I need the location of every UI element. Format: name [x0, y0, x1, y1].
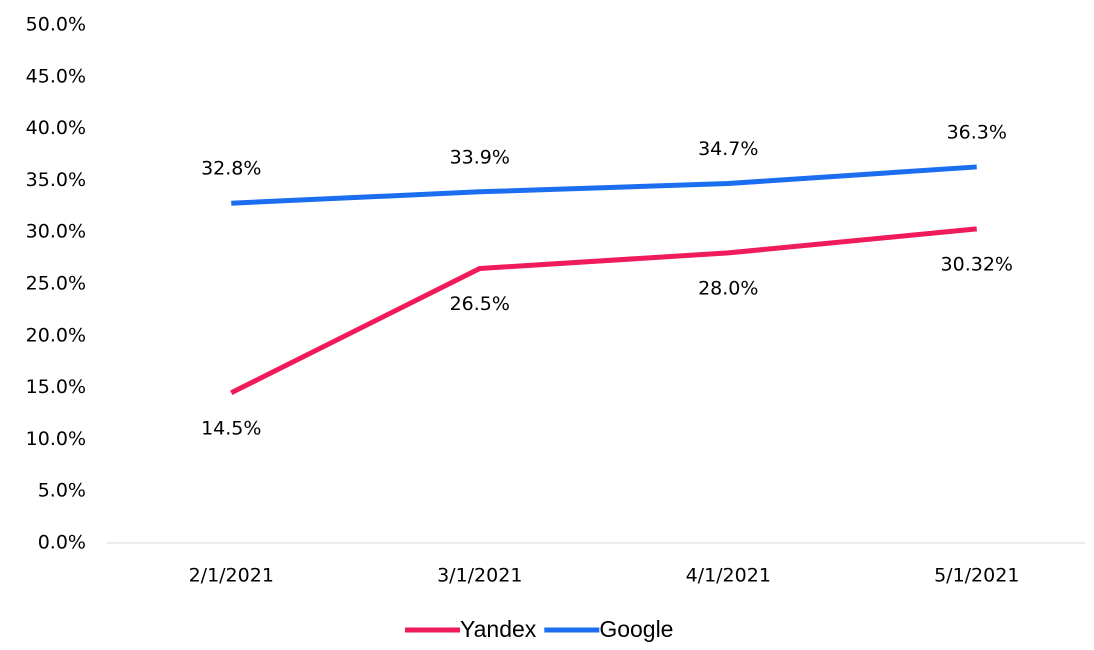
y-tick-label: 25.0% [26, 273, 86, 295]
data-label: 32.8% [201, 158, 261, 180]
data-label: 30.32% [941, 253, 1013, 275]
y-tick-label: 20.0% [26, 324, 86, 346]
y-tick-label: 50.0% [26, 14, 86, 36]
legend-label: Yandex [460, 616, 537, 642]
data-label: 28.0% [698, 277, 758, 299]
y-tick-label: 45.0% [26, 65, 86, 87]
y-tick-label: 10.0% [26, 428, 86, 450]
x-tick-label: 5/1/2021 [934, 565, 1019, 587]
data-label: 34.7% [698, 138, 758, 160]
legend-label: Google [599, 616, 673, 642]
y-tick-label: 30.0% [26, 221, 86, 243]
x-tick-label: 2/1/2021 [189, 565, 274, 587]
y-tick-label: 0.0% [38, 532, 86, 554]
x-tick-label: 3/1/2021 [437, 565, 522, 587]
y-tick-label: 5.0% [38, 480, 86, 502]
y-tick-label: 35.0% [26, 169, 86, 191]
data-label: 33.9% [450, 146, 510, 168]
series-line [231, 164, 977, 206]
data-label: 26.5% [450, 293, 510, 315]
x-tick-label: 4/1/2021 [686, 565, 771, 587]
y-tick-label: 40.0% [26, 117, 86, 139]
y-tick-label: 15.0% [26, 376, 86, 398]
data-label: 36.3% [947, 121, 1007, 143]
series-line [230, 226, 977, 396]
data-label: 14.5% [201, 417, 261, 439]
